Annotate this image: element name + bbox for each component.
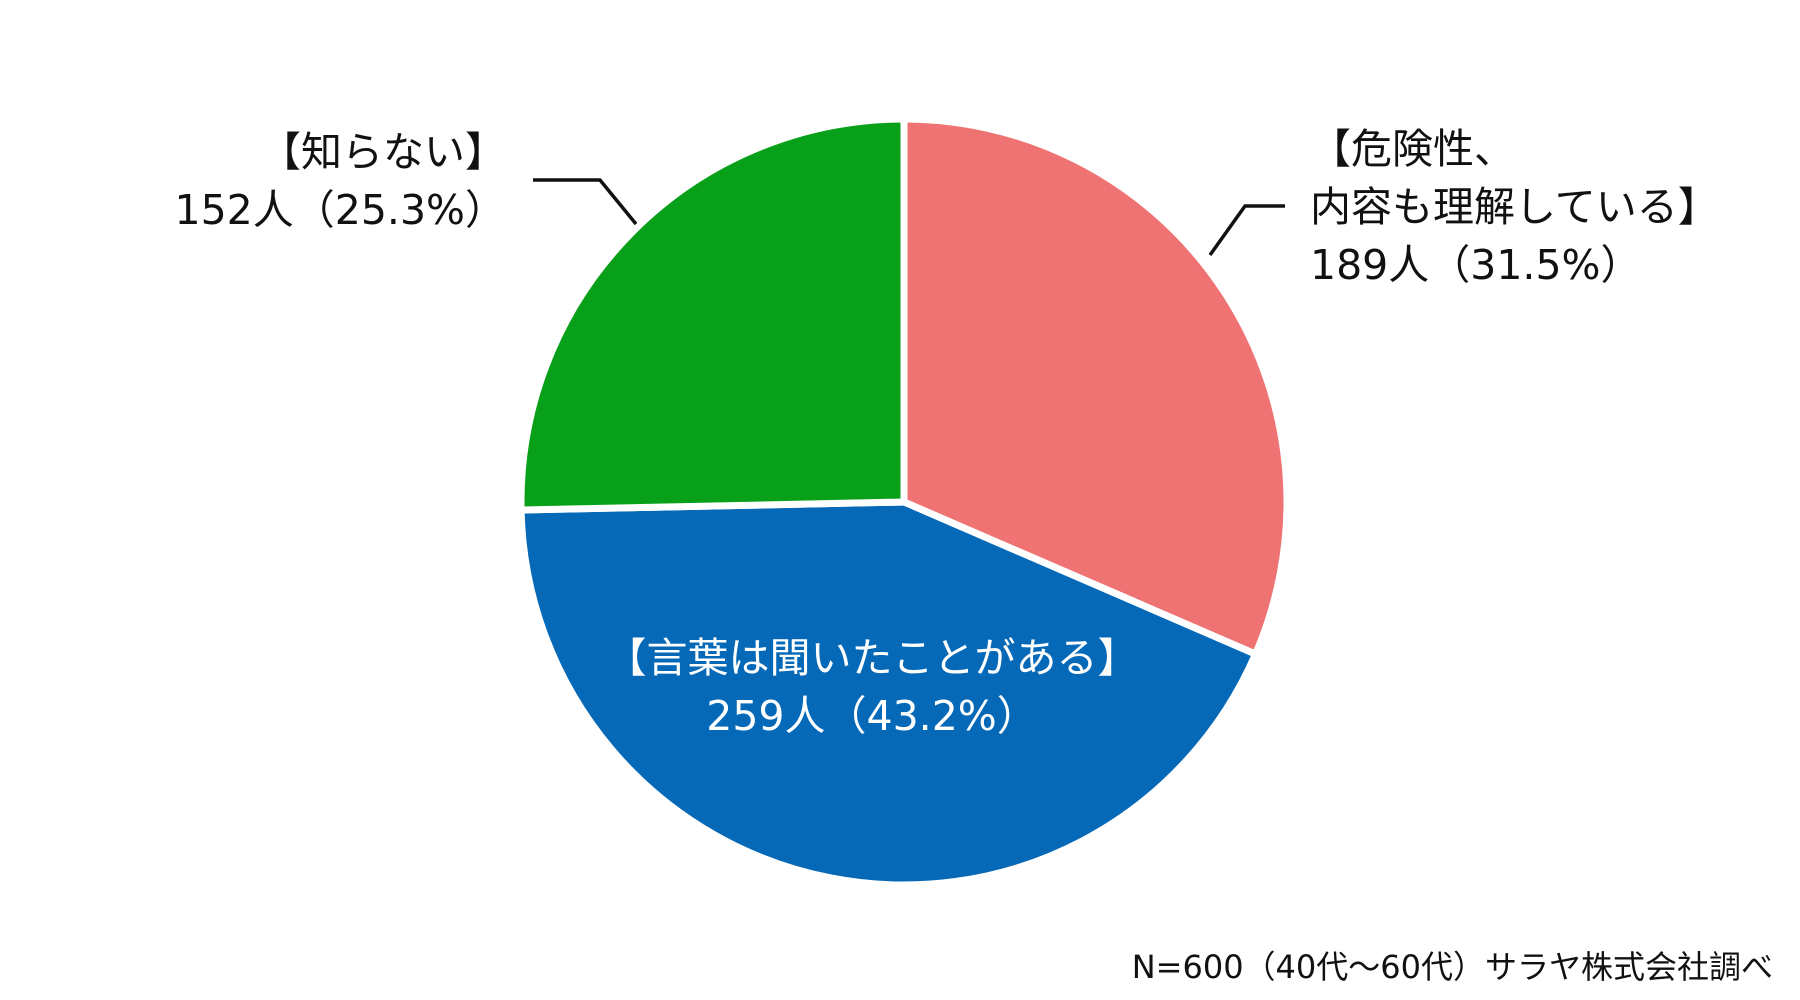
slice-value-heard: 259人（43.2%） <box>706 692 1038 740</box>
leader-line-understand <box>1208 204 1285 257</box>
source-note: N=600（40代～60代）サラヤ株式会社調べ <box>1132 948 1773 986</box>
leader-line-unaware <box>533 178 638 226</box>
pie-slice-unaware <box>517 115 908 514</box>
pie-slice-heard <box>517 498 1259 889</box>
slice-label-understand-line2: 内容も理解している】 <box>1310 183 1719 231</box>
slice-label-unaware: 【知らない】 <box>260 128 506 176</box>
slice-label-understand-line1: 【危険性、 <box>1310 125 1515 173</box>
slice-label-heard: 【言葉は聞いたことがある】 <box>606 634 1139 682</box>
pie-slices <box>517 115 1291 889</box>
slice-value-understand: 189人（31.5%） <box>1310 241 1642 289</box>
slice-value-unaware: 152人（25.3%） <box>174 186 506 234</box>
pie-slice-understand <box>900 115 1291 658</box>
